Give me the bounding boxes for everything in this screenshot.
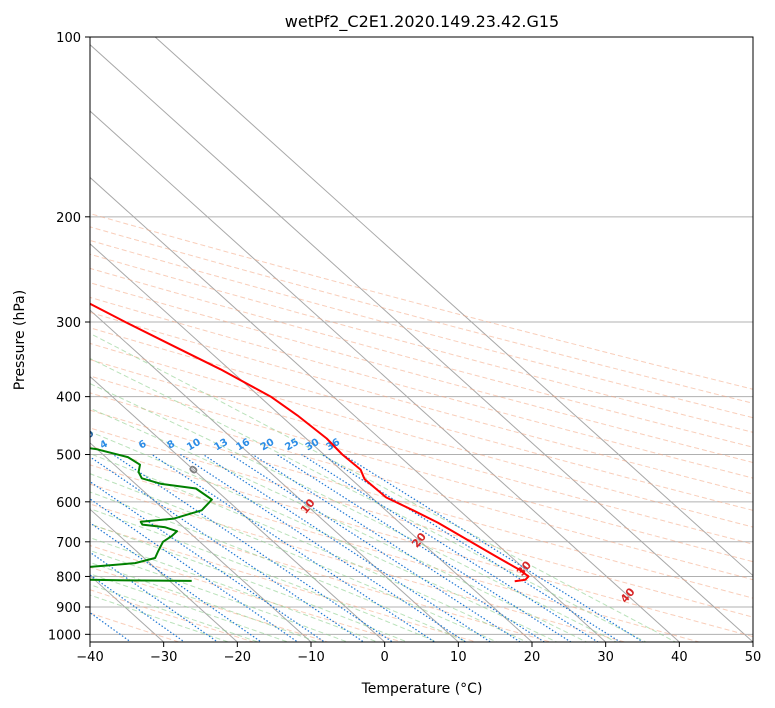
dry-adiabat — [90, 213, 753, 390]
moist-adiabat — [90, 453, 528, 642]
mixing-ratio-line — [342, 454, 645, 642]
moist-adiabat — [90, 561, 319, 642]
x-tick-label: 40 — [671, 650, 688, 665]
x-tick-label: 30 — [597, 650, 614, 665]
mixing-ratio-line — [151, 454, 436, 642]
x-tick-label: 20 — [524, 650, 541, 665]
mixing-ratio-line — [252, 454, 546, 642]
mixing-ratio-label: 8 — [166, 439, 178, 452]
mixing-ratio-line — [90, 522, 263, 642]
moist-adiabat — [90, 473, 499, 642]
dry-adiabat — [90, 342, 753, 528]
x-axis-ticks: −40 −30 −20 −10 0 10 20 30 40 50 — [76, 642, 761, 665]
isotherm-line — [90, 176, 607, 642]
isotherm-line — [154, 37, 753, 577]
isotherm-line — [90, 442, 312, 642]
x-axis-label: Temperature (°C) — [361, 681, 483, 697]
dry-adiabat — [90, 226, 753, 404]
moist-adiabat — [90, 357, 647, 642]
mixing-ratio-line — [112, 454, 394, 642]
x-tick-label: 0 — [381, 650, 389, 665]
mixing-ratio-lines — [90, 454, 645, 642]
y-tick-label: 700 — [56, 536, 81, 551]
dry-adiabat — [90, 427, 753, 618]
mixing-ratio-line — [321, 454, 622, 642]
dewpoint-line — [90, 447, 213, 582]
dry-adiabat — [90, 239, 753, 419]
moist-adiabat-lines — [90, 332, 677, 642]
chart-title: wetPf2_C2E1.2020.149.23.42.G15 — [285, 12, 559, 32]
dry-adiabat — [90, 445, 753, 638]
isotherm-line — [90, 375, 386, 642]
mixing-ratio-line — [90, 456, 365, 642]
x-tick-label: 50 — [745, 650, 762, 665]
dry-adiabat — [90, 409, 753, 599]
y-tick-label: 1000 — [48, 628, 81, 643]
isotherm-line — [90, 243, 533, 642]
moist-adiabat — [90, 491, 469, 642]
dry-adiabat — [90, 523, 478, 642]
moist-adiabat — [90, 549, 349, 642]
y-tick-label: 800 — [56, 570, 81, 585]
x-tick-label: −10 — [297, 650, 324, 665]
isotherm-line — [90, 508, 239, 642]
y-tick-label: 300 — [56, 316, 81, 331]
y-tick-label: 600 — [56, 496, 81, 511]
mixing-ratio-line — [276, 454, 572, 642]
y-tick-label: 200 — [56, 211, 81, 226]
dry-adiabat — [90, 375, 753, 563]
x-tick-label: 10 — [450, 650, 467, 665]
dry-adiabat — [90, 253, 753, 433]
plot-area: -100-90-80-70-60-50-40-30-20-10010203040… — [74, 37, 753, 642]
x-tick-label: −20 — [224, 650, 251, 665]
mixing-ratio-line — [180, 454, 467, 642]
mixing-ratio-label: 6 — [137, 439, 149, 452]
mixing-ratio-line — [301, 454, 599, 642]
isotherm-label: -10 — [74, 427, 97, 451]
isotherm-line — [90, 309, 460, 642]
sounding-series — [90, 302, 530, 583]
isotherm-grid — [90, 37, 753, 642]
y-tick-label: 900 — [56, 601, 81, 616]
temperature-line — [90, 302, 530, 583]
moist-adiabat — [90, 523, 409, 642]
mixing-ratio-line — [90, 480, 326, 642]
mixing-ratio-line — [202, 454, 492, 642]
dry-adiabat — [90, 612, 181, 642]
x-tick-label: −40 — [76, 650, 103, 665]
dry-adiabat — [90, 503, 553, 642]
plot-frame — [89, 36, 754, 643]
y-tick-label: 100 — [56, 31, 81, 46]
y-tick-label: 400 — [56, 391, 81, 406]
moist-adiabat — [90, 431, 558, 642]
y-tick-label: 500 — [56, 449, 81, 464]
mixing-ratio-label: 4 — [98, 439, 110, 452]
x-tick-label: −30 — [150, 650, 177, 665]
mixing-ratio-line — [90, 498, 299, 642]
moist-adiabat — [90, 332, 677, 642]
isotherm-line — [90, 43, 753, 642]
y-axis-label: Pressure (hPa) — [12, 290, 28, 390]
y-axis-ticks: 100 200 300 400 500 600 700 800 900 1000 — [48, 31, 90, 643]
